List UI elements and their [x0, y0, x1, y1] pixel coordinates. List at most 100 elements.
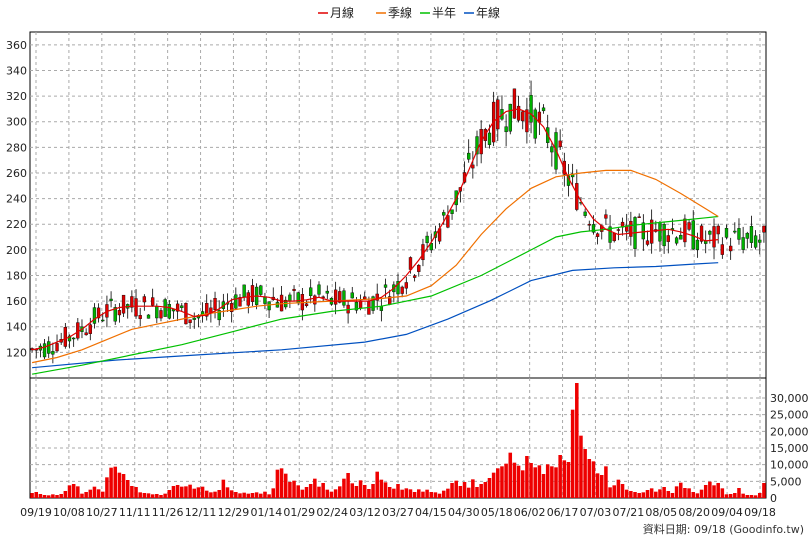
- volume-bar: [620, 484, 625, 498]
- candle-body: [167, 304, 171, 319]
- volume-bar: [575, 383, 579, 498]
- volume-bar: [658, 489, 662, 498]
- candle-body: [121, 294, 126, 314]
- volume-bar: [404, 488, 409, 498]
- volume-bar: [583, 449, 587, 498]
- y-tick-label: 220: [6, 218, 27, 231]
- volume-bar: [483, 482, 488, 498]
- volume-bar: [130, 486, 134, 498]
- volume-bar: [288, 482, 292, 498]
- y-tick-label: 120: [6, 346, 27, 359]
- volume-bar: [321, 483, 325, 498]
- volume-bar: [678, 482, 683, 498]
- volume-bar: [325, 489, 330, 498]
- volume-bar: [296, 485, 300, 498]
- legend-label: 半年: [432, 6, 456, 20]
- volume-bar: [392, 488, 396, 498]
- volume-bar: [200, 486, 205, 498]
- volume-y-axis: 0 5,000 10,000 15,000 20,000 25,000 30,000: [770, 392, 808, 505]
- candle-body: [292, 288, 296, 291]
- ma-line: [31, 215, 719, 375]
- volume-bar: [412, 492, 417, 498]
- candle-body: [76, 322, 80, 339]
- date-x-axis: 09/19 10/08 10/27 11/11 11/26 12/11 12/29 01/14…: [20, 506, 776, 519]
- candle-body: [753, 235, 758, 248]
- candle-body: [583, 211, 587, 216]
- volume-bar: [188, 484, 192, 498]
- y-tick-label: 340: [6, 64, 27, 77]
- candle-body: [637, 216, 641, 218]
- legend-label: 季線: [388, 5, 412, 20]
- candle-body: [475, 136, 479, 155]
- volume-tick-label: 30,000: [770, 392, 808, 405]
- x-tick-label: 07/21: [613, 506, 645, 519]
- ma-line: [31, 169, 719, 364]
- volume-bar: [117, 472, 122, 498]
- candle-body: [163, 299, 167, 317]
- candle-body: [113, 307, 117, 322]
- volume-bar: [105, 477, 109, 498]
- candle-body: [138, 315, 142, 319]
- candle-body: [313, 295, 317, 305]
- candle-body: [130, 296, 134, 308]
- volume-bar: [753, 495, 758, 498]
- y-tick-label: 360: [6, 39, 27, 52]
- volume-bar: [175, 485, 180, 498]
- candle-body: [683, 218, 687, 243]
- y-tick-label: 240: [6, 193, 27, 206]
- x-tick-label: 09/04: [711, 506, 743, 519]
- legend: 月線 季線 半年 年線: [318, 5, 500, 20]
- volume-bar: [504, 463, 508, 498]
- volume-bar: [462, 482, 467, 498]
- candle-body: [234, 294, 238, 309]
- volume-bar: [387, 487, 392, 498]
- volume-bar: [604, 466, 608, 498]
- volume-bar: [666, 491, 671, 498]
- volume-bar: [475, 487, 479, 498]
- x-tick-label: 02/24: [316, 506, 348, 519]
- volume-bar: [529, 463, 533, 498]
- candle-body: [188, 319, 192, 323]
- candle-body: [612, 233, 616, 242]
- candle-body: [321, 296, 325, 298]
- volume-bar: [570, 409, 575, 498]
- candle-body: [521, 111, 525, 122]
- volume-bar: [163, 493, 167, 498]
- volume-bar: [300, 489, 305, 498]
- candle-body: [687, 222, 691, 230]
- volume-bar: [246, 493, 251, 498]
- candle-body: [238, 297, 242, 307]
- candle-body: [508, 103, 512, 132]
- volume-bar: [80, 493, 84, 498]
- candle-body: [309, 287, 313, 296]
- volume-bar: [712, 485, 716, 498]
- volume-bar: [279, 468, 284, 498]
- x-tick-label: 01/29: [283, 506, 315, 519]
- candle-body: [396, 281, 400, 295]
- volume-bar: [641, 492, 646, 498]
- volume-bar: [267, 494, 271, 498]
- volume-bar: [566, 462, 571, 498]
- volume-bar: [254, 492, 259, 498]
- volume-bar: [417, 489, 421, 498]
- candle-body: [142, 296, 147, 303]
- volume-bar: [63, 491, 68, 498]
- volume-bar: [362, 485, 367, 498]
- volume-bar: [38, 494, 43, 498]
- volume-bar: [629, 491, 633, 498]
- volume-bar: [134, 487, 138, 498]
- volume-bar: [167, 490, 172, 498]
- volume-bar: [155, 494, 159, 498]
- volume-bar: [670, 493, 675, 498]
- volume-bar: [579, 435, 583, 498]
- price-y-axis: 120 140 160 180 200 220 240 260 280 300 320 340 360: [6, 39, 27, 360]
- volume-bar: [433, 492, 438, 498]
- volume-bar: [180, 486, 184, 498]
- volume-bar: [317, 486, 321, 498]
- volume-bar: [550, 466, 554, 498]
- volume-bar: [259, 493, 263, 498]
- candle-body: [217, 310, 221, 321]
- volume-bar: [375, 471, 379, 498]
- x-tick-label: 09/18: [744, 506, 776, 519]
